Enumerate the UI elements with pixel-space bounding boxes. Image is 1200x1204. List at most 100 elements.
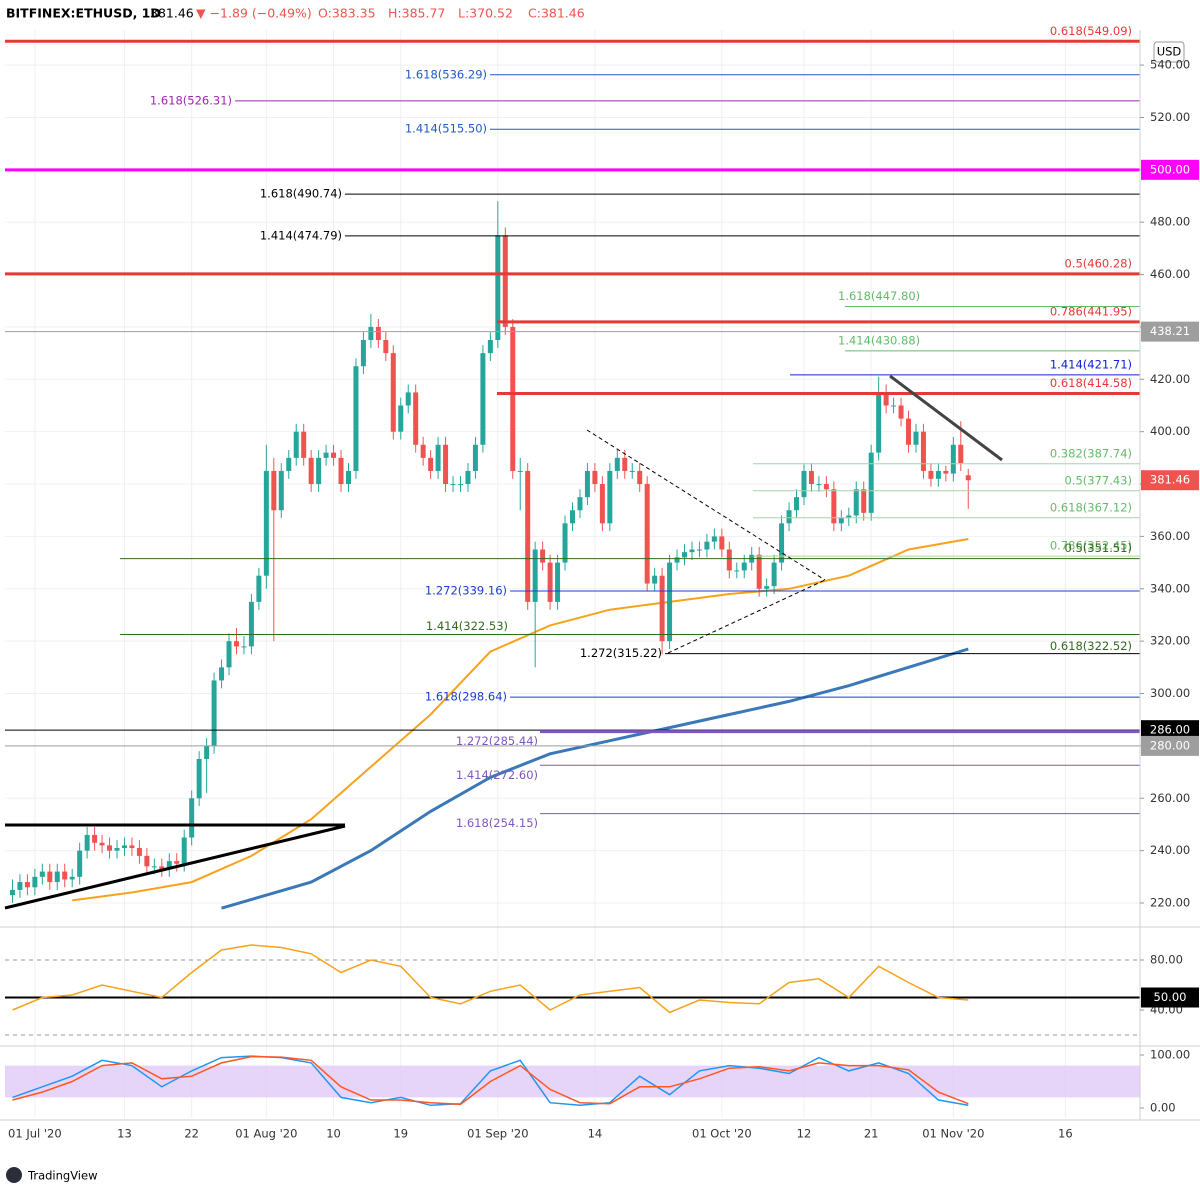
candle-body [301, 431, 307, 458]
candle-body [62, 871, 68, 880]
candle-body [517, 470, 523, 472]
candle-body [741, 562, 747, 571]
candle-body [846, 515, 852, 519]
candle-body [659, 575, 665, 642]
x-tick-label: 16 [1058, 1127, 1073, 1141]
moving-average [72, 538, 969, 902]
candle-body [928, 470, 934, 479]
triangle-line [667, 579, 826, 654]
price-tag [1141, 720, 1199, 741]
candle-body [958, 444, 964, 464]
y-tick-label: 100.00 [1150, 1047, 1190, 1061]
brand: TradingView [27, 1169, 97, 1183]
unit: USD [1157, 45, 1182, 59]
level-label: 1.618(536.29) [405, 67, 487, 81]
candle-body [771, 562, 777, 587]
candle-body [413, 392, 419, 445]
candle-body [696, 549, 702, 551]
candle-body [241, 646, 247, 648]
candle-body [308, 457, 314, 485]
change: ▼ −1.89 (−0.49%) [196, 6, 312, 21]
band [5, 1065, 1140, 1098]
x-tick-label: 19 [393, 1127, 408, 1141]
x-tick-label: 01 Sep '20 [467, 1127, 528, 1141]
candle-body [667, 562, 673, 642]
candle-body [39, 871, 45, 877]
price-tag-label: 280.00 [1150, 738, 1190, 752]
candle-body [174, 861, 180, 864]
candle-body [166, 861, 172, 869]
x-tick-label: 22 [184, 1127, 199, 1141]
candle-body [823, 484, 829, 490]
y-tick-label: 240.00 [1150, 843, 1190, 857]
candle-body [435, 444, 441, 471]
candle-body [868, 452, 874, 513]
unit-box[interactable] [1153, 41, 1185, 63]
candle-body [532, 549, 538, 602]
candle-body [734, 570, 740, 572]
candle-body [540, 549, 546, 563]
y-tick-label: 540.00 [1150, 58, 1190, 72]
price-tag-label: 381.46 [1150, 473, 1190, 487]
level-label: 0.786(441.95) [1050, 304, 1132, 318]
candle-body [32, 876, 38, 888]
candle-body [420, 444, 426, 458]
candle-body [794, 497, 800, 511]
candle-body [935, 470, 941, 479]
candle-body [136, 848, 142, 856]
plot-layer: 0.618(549.09) 1.618(536.29) 1.618(526.31) 1… [5, 24, 1140, 1107]
candle-body [256, 575, 262, 602]
candle-body [786, 510, 792, 524]
candle-body [853, 489, 859, 516]
candle-body [331, 452, 337, 458]
y-tick-label: 480.00 [1150, 215, 1190, 229]
last-price: 381.46 [150, 6, 194, 21]
candle-body [592, 470, 598, 485]
level-label: 1.414(421.71) [1050, 357, 1132, 371]
y-tick-label: 420.00 [1150, 372, 1190, 386]
candle-body [487, 340, 493, 354]
candle-body [92, 834, 98, 843]
y-tick-label: 320.00 [1150, 634, 1190, 648]
x-tick-label: 01 Nov '20 [922, 1127, 984, 1141]
x-tick-label: 10 [326, 1127, 341, 1141]
candle-body [547, 562, 553, 602]
candle-body [375, 326, 381, 341]
candle-body [525, 470, 531, 602]
candle-body [682, 552, 688, 558]
candle-body [278, 470, 284, 511]
candle-body [54, 871, 60, 883]
candle-body [510, 326, 516, 471]
symbol: BITFINEX:ETHUSD, 1D [6, 6, 161, 21]
grid-layer [5, 30, 1140, 1118]
candle-body [465, 470, 471, 485]
candle-body [808, 470, 814, 485]
candle-body [398, 405, 404, 432]
candle-body [920, 431, 926, 471]
level-label: 1.618(298.64) [425, 690, 507, 704]
level-label: 1.414(515.50) [405, 122, 487, 136]
candle-body [360, 340, 366, 367]
y-tick-label: 520.00 [1150, 110, 1190, 124]
x-tick-label: 12 [797, 1127, 812, 1141]
candle-body [151, 866, 157, 868]
trendline [889, 374, 1003, 462]
candle-body [764, 586, 770, 589]
indicator-line [12, 1055, 969, 1107]
candle-body [472, 444, 478, 471]
candle-body [607, 470, 613, 524]
candle-body [674, 557, 680, 563]
candle-body [495, 235, 501, 341]
candle-body [211, 680, 217, 746]
candle-body [831, 489, 837, 524]
candle-body [129, 845, 135, 849]
level-label: 1.272(285.44) [456, 734, 538, 748]
base-tag [1141, 987, 1199, 1008]
candle-body [77, 850, 83, 877]
candle-body [99, 842, 105, 846]
candle-body [555, 562, 561, 602]
candle-body [17, 882, 23, 890]
candle-body [861, 489, 867, 513]
price-tag-label: 500.00 [1150, 162, 1190, 176]
